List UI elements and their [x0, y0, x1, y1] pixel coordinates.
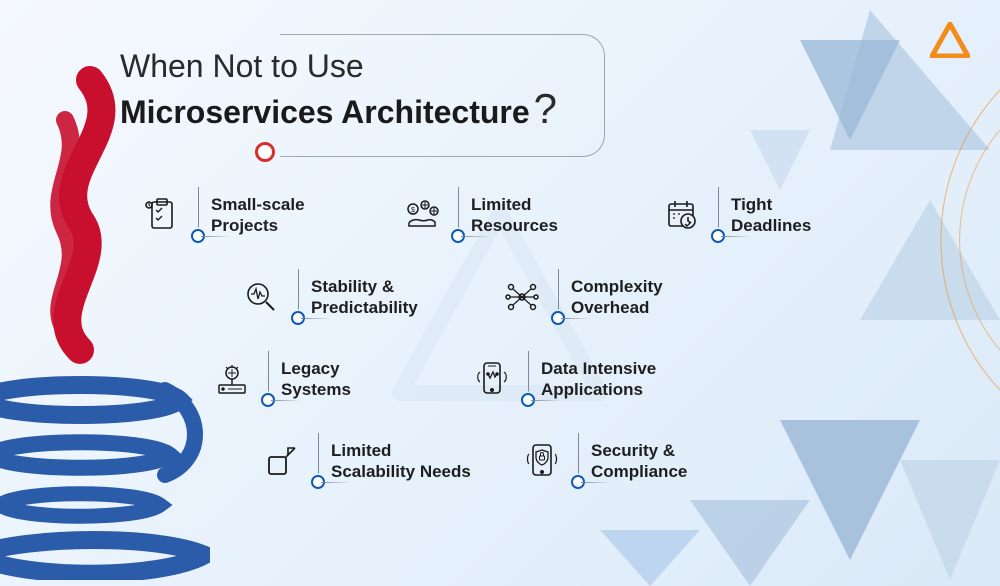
item-dot — [311, 475, 325, 489]
stability-icon — [240, 275, 284, 319]
item-legacy-systems: LegacySystems — [210, 351, 440, 407]
item-divider — [718, 187, 719, 243]
item-complexity-overhead: ComplexityOverhead — [500, 269, 730, 325]
items-grid: Small-scaleProjects $ LimitedResources — [140, 187, 940, 489]
row-4: LimitedScalability Needs Security &Compl… — [140, 433, 940, 489]
item-limited-resources: $ LimitedResources — [400, 187, 630, 243]
item-label: ComplexityOverhead — [571, 276, 663, 319]
item-label: TightDeadlines — [731, 194, 811, 237]
item-dot — [451, 229, 465, 243]
item-data-intensive-apps: Data IntensiveApplications — [470, 351, 700, 407]
item-divider — [198, 187, 199, 243]
item-dot — [261, 393, 275, 407]
legacy-icon — [210, 357, 254, 401]
calendar-icon — [660, 193, 704, 237]
item-small-scale-projects: Small-scaleProjects — [140, 187, 370, 243]
clipboard-icon — [140, 193, 184, 237]
row-1: Small-scaleProjects $ LimitedResources — [140, 187, 940, 243]
title-frame — [280, 34, 606, 157]
item-divider — [318, 433, 319, 489]
item-label: LimitedScalability Needs — [331, 440, 471, 483]
item-tight-deadlines: TightDeadlines — [660, 187, 890, 243]
item-label: LimitedResources — [471, 194, 558, 237]
item-label: LegacySystems — [281, 358, 351, 401]
item-dot — [291, 311, 305, 325]
item-limited-scalability: LimitedScalability Needs — [260, 433, 490, 489]
item-dot — [551, 311, 565, 325]
title-box: When Not to Use Microservices Architectu… — [120, 40, 585, 151]
complexity-icon — [500, 275, 544, 319]
item-divider — [528, 351, 529, 407]
item-dot — [521, 393, 535, 407]
item-divider — [578, 433, 579, 489]
item-dot — [571, 475, 585, 489]
item-label: Data IntensiveApplications — [541, 358, 656, 401]
row-2: Stability &Predictability ComplexityOver… — [140, 269, 940, 325]
content-area: When Not to Use Microservices Architectu… — [0, 0, 1000, 489]
resources-icon: $ — [400, 193, 444, 237]
item-dot — [711, 229, 725, 243]
row-3: LegacySystems Data IntensiveApplications — [140, 351, 940, 407]
item-divider — [458, 187, 459, 243]
item-divider — [298, 269, 299, 325]
item-stability-predictability: Stability &Predictability — [240, 269, 470, 325]
data-icon — [470, 357, 514, 401]
item-label: Security &Compliance — [591, 440, 687, 483]
scale-icon — [260, 439, 304, 483]
brand-logo — [930, 22, 970, 58]
security-icon — [520, 439, 564, 483]
item-security-compliance: Security &Compliance — [520, 433, 750, 489]
title-node-dot — [255, 142, 275, 162]
item-dot — [191, 229, 205, 243]
item-divider — [558, 269, 559, 325]
item-label: Stability &Predictability — [311, 276, 418, 319]
svg-text:$: $ — [411, 207, 415, 214]
item-label: Small-scaleProjects — [211, 194, 305, 237]
item-divider — [268, 351, 269, 407]
